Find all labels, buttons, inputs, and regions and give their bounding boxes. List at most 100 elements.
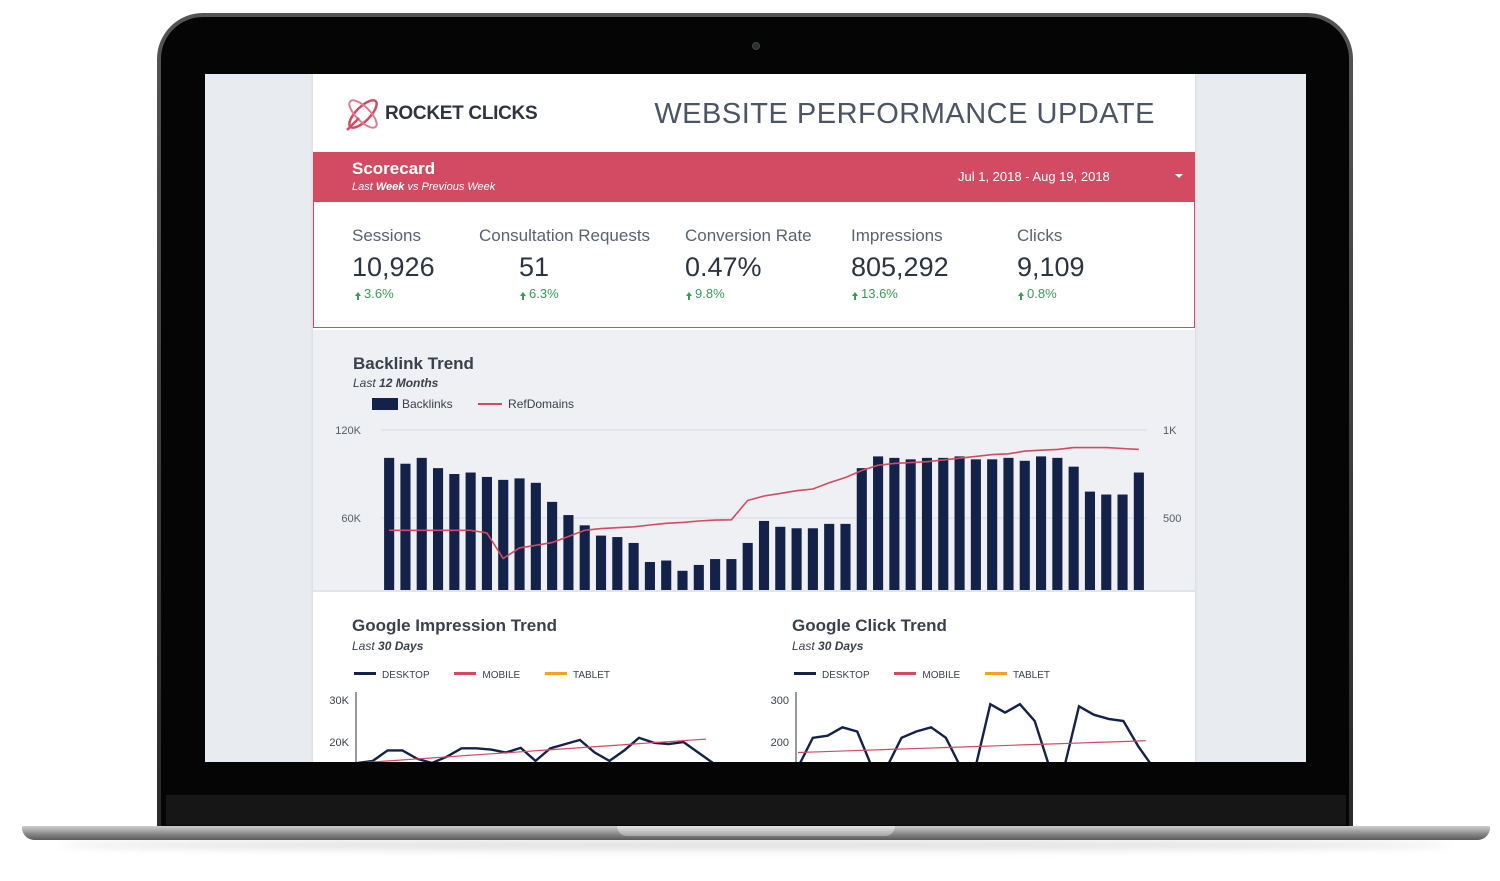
subtitle-pre: Last: [352, 181, 376, 193]
subtitle-pre: Last: [352, 639, 379, 653]
bar: [1068, 466, 1079, 590]
laptop-shadow: [60, 840, 1450, 850]
desktop-line: [357, 736, 714, 762]
legend-swatch: [372, 398, 398, 410]
metric-value: 0.47%: [685, 252, 762, 282]
subtitle-pre: Last: [353, 376, 380, 390]
bar: [530, 482, 541, 590]
chevron-down-icon[interactable]: [1175, 174, 1183, 178]
bar: [840, 523, 851, 590]
legend-label: DESKTOP: [382, 670, 430, 681]
mobile-line: [797, 740, 1146, 754]
bar: [432, 468, 444, 590]
report-header: ROCKET CLICKS WEBSITE PERFORMANCE UPDATE: [313, 74, 1195, 152]
metric-label: Conversion Rate: [685, 226, 812, 245]
legend-item-desktop[interactable]: DESKTOP: [354, 670, 430, 681]
bar: [1117, 494, 1128, 590]
bar: [873, 456, 884, 590]
mobile-line: [363, 738, 706, 762]
subtitle-bold: Week: [375, 181, 405, 193]
y-tick-label: 20K: [329, 737, 349, 749]
chart-title: Google Click Trend: [792, 616, 947, 635]
legend-label: TABLET: [572, 670, 611, 681]
bar: [384, 457, 395, 590]
trend-charts: 30K 20K 300 200: [329, 692, 1151, 762]
legend-item-tablet[interactable]: TABLET: [544, 670, 611, 681]
bar: [1003, 457, 1014, 590]
arrow-up-icon: [686, 292, 692, 300]
chart-subtitle: Last 30 Days: [352, 639, 423, 653]
legend-label: RefDomains: [508, 397, 575, 411]
arrow-up-icon: [355, 292, 361, 300]
metric-label: Consultation Requests: [479, 226, 651, 245]
chart-legend: DESKTOP MOBILE TABLET: [794, 670, 1072, 681]
bar: [595, 535, 607, 590]
scorecard-subtitle: Last Week vs Previous Week: [352, 181, 495, 193]
y-tick-label: 30K: [329, 695, 349, 707]
scorecard-bar: Scorecard Last Week vs Previous Week Jul…: [313, 152, 1195, 202]
legend-swatch: [984, 672, 1007, 675]
bar: [905, 459, 916, 590]
legend-item-mobile[interactable]: MOBILE: [894, 670, 960, 681]
bar: [1084, 491, 1096, 590]
bar: [1101, 494, 1112, 590]
y-tick-label: 60K: [341, 513, 361, 525]
legend-swatch: [894, 672, 917, 675]
bar: [612, 537, 623, 590]
refdomains-line: [389, 446, 1139, 560]
bar: [726, 559, 737, 590]
bar: [1019, 460, 1030, 590]
bar: [921, 457, 933, 590]
metric-value: 805,292: [851, 252, 949, 282]
bar: [579, 525, 590, 590]
page-title: WEBSITE PERFORMANCE UPDATE: [654, 98, 1155, 130]
metric-value: 51: [519, 252, 550, 282]
metric-label: Clicks: [1017, 226, 1063, 245]
bar: [824, 523, 835, 590]
legend-item-backlinks[interactable]: Backlinks: [372, 397, 453, 411]
arrow-up-icon: [852, 292, 858, 300]
bar: [563, 515, 574, 590]
laptop-notch: [617, 826, 895, 836]
chart-title: Backlink Trend: [353, 354, 474, 373]
legend-label: DESKTOP: [822, 670, 870, 681]
legend-item-tablet[interactable]: TABLET: [984, 670, 1050, 681]
y-tick-label: 120K: [335, 425, 361, 437]
bar: [416, 457, 427, 590]
bar: [644, 562, 655, 590]
delta-value: 13.6%: [861, 286, 898, 301]
bar: [693, 564, 704, 590]
logo-text: ROCKET CLICKS: [385, 103, 538, 124]
subtitle-pre: Last: [792, 639, 819, 653]
bar: [970, 459, 981, 590]
delta-value: 6.3%: [529, 286, 559, 301]
section-divider: [313, 590, 1195, 592]
metric-delta: 6.3%: [520, 286, 559, 301]
chart-legend: DESKTOP MOBILE TABLET: [354, 670, 632, 681]
legend-item-desktop[interactable]: DESKTOP: [794, 670, 870, 681]
subtitle-bold: 30 Days: [378, 639, 424, 653]
chart-title: Google Impression Trend: [352, 616, 557, 635]
bar: [954, 456, 965, 590]
bar: [677, 570, 688, 590]
legend-label: Backlinks: [402, 397, 453, 411]
date-range-selector[interactable]: Jul 1, 2018 - Aug 19, 2018: [958, 169, 1110, 184]
rocket-logo-icon: [346, 99, 378, 131]
bar: [856, 468, 867, 590]
y2-tick-label: 1K: [1163, 425, 1177, 437]
bar: [791, 528, 802, 590]
bar: [628, 542, 639, 590]
y-tick-label: 300: [771, 695, 789, 707]
delta-value: 0.8%: [1027, 286, 1057, 301]
bar: [547, 501, 558, 590]
legend-item-mobile[interactable]: MOBILE: [454, 670, 520, 681]
bar: [449, 474, 460, 590]
chart-subtitle: Last 12 Months: [353, 376, 438, 390]
bar: [889, 457, 900, 590]
legend-item-refdomains[interactable]: RefDomains: [478, 397, 574, 411]
bar: [400, 463, 411, 590]
legend-label: MOBILE: [482, 670, 521, 681]
metric-delta: 3.6%: [355, 286, 394, 301]
backlink-chart: 120K60K01K5000Oct 21, 2017Nov 4, 2017Nov…: [335, 425, 1181, 590]
